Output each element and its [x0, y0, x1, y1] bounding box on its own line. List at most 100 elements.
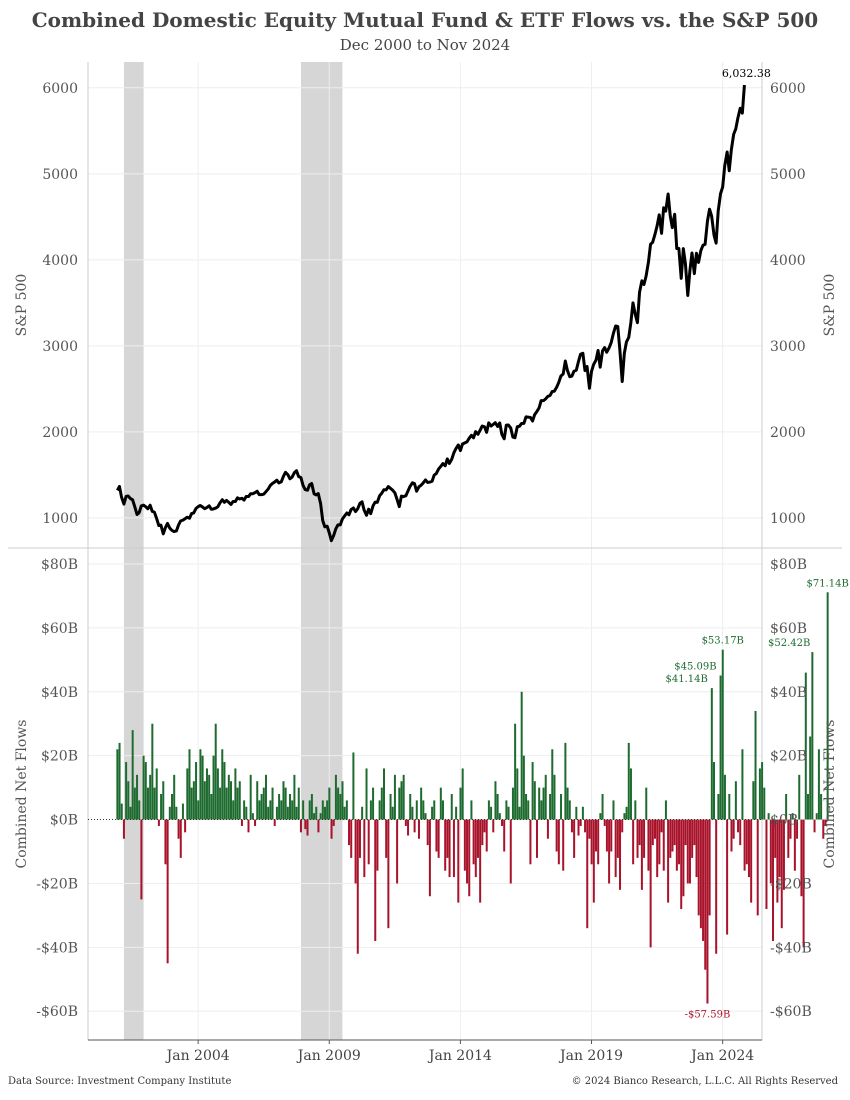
- flow-bar: [254, 819, 257, 826]
- flow-bar: [184, 819, 187, 833]
- flow-bar: [173, 774, 176, 820]
- flow-bar: [155, 768, 158, 820]
- flow-bar: [540, 800, 543, 820]
- flow-bar: [214, 723, 217, 820]
- flow-bar: [251, 813, 254, 820]
- flow-bar: [177, 819, 180, 839]
- flow-bar: [363, 819, 366, 878]
- flow-bar: [391, 806, 394, 820]
- x-tick-label: Jan 2019: [558, 1048, 623, 1064]
- flow-bar: [243, 800, 246, 820]
- flow-bar: [763, 787, 766, 820]
- y-tick-label-right: $40B: [770, 685, 807, 701]
- y-tick-label-left: 5000: [42, 167, 78, 183]
- flow-bar: [275, 806, 278, 820]
- flows-panel: -$57.59B $41.14B$45.09B $53.17B $52.42B $71.…: [88, 578, 849, 1021]
- flow-bar: [190, 787, 193, 820]
- flow-bar: [579, 819, 582, 826]
- flow-bar: [664, 800, 667, 820]
- flow-bar: [645, 787, 648, 820]
- y-tick-label-right: 3000: [770, 339, 806, 355]
- flow-bar: [284, 787, 287, 820]
- flow-bar: [450, 794, 453, 820]
- flow-bar: [378, 800, 381, 820]
- x-tick-label: Jan 2009: [296, 1048, 361, 1064]
- flow-bar: [667, 819, 670, 903]
- flow-bar: [238, 781, 241, 820]
- chart-title: Combined Domestic Equity Mutual Fund & E…: [31, 8, 819, 32]
- flow-bar: [160, 794, 163, 820]
- flow-bar: [162, 781, 165, 820]
- y-tick-label-right: 1000: [770, 511, 806, 527]
- y-tick-label-right: 4000: [770, 253, 806, 269]
- flow-bar: [468, 819, 471, 897]
- flow-bar: [588, 819, 591, 839]
- flow-bar: [514, 723, 517, 820]
- flow-bar: [653, 819, 656, 839]
- flow-bar: [417, 819, 420, 839]
- flow-bar: [431, 806, 434, 820]
- flow-bar: [264, 774, 267, 820]
- flow-bar: [466, 819, 469, 884]
- flow-bar: [328, 787, 331, 820]
- y-tick-label-right: $60B: [770, 621, 807, 637]
- y-tick-label-right: -$40B: [770, 940, 812, 956]
- flow-bar: [747, 819, 750, 878]
- y-axis-title-left: S&P 500: [14, 274, 30, 337]
- flow-bar: [385, 819, 388, 858]
- flow-bar: [542, 787, 545, 820]
- flow-bar: [376, 819, 379, 871]
- flow-value-label: $45.09B: [674, 662, 716, 673]
- flow-bar: [116, 749, 119, 820]
- flow-bar: [175, 806, 178, 820]
- y-tick-label-left: 3000: [42, 339, 78, 355]
- flow-bar: [319, 813, 322, 820]
- flow-bar: [594, 819, 597, 852]
- flow-bar: [815, 813, 818, 820]
- y-tick-label-left: $0B: [50, 813, 78, 829]
- y-tick-label-right: -$60B: [770, 1004, 812, 1020]
- flow-bar: [282, 781, 285, 820]
- flow-bar: [240, 819, 243, 826]
- flow-bar: [341, 781, 344, 820]
- flow-bar: [407, 819, 410, 836]
- flow-bar: [723, 774, 726, 820]
- flow-bar: [610, 819, 613, 852]
- flow-bar: [256, 781, 259, 820]
- flow-bar: [636, 819, 639, 858]
- flow-bar: [225, 787, 228, 820]
- flow-bar: [741, 749, 744, 820]
- flow-bar: [643, 819, 646, 858]
- flow-bar: [348, 819, 351, 846]
- flow-bar: [721, 649, 724, 820]
- flow-bar: [323, 806, 326, 820]
- flow-bar: [334, 774, 337, 820]
- data-source-note: Data Source: Investment Company Institut…: [8, 1076, 232, 1087]
- flow-bar: [782, 819, 785, 890]
- flow-bar: [627, 742, 630, 820]
- flow-bar: [273, 819, 276, 826]
- flow-bar: [435, 819, 438, 852]
- flow-bar: [474, 819, 477, 878]
- flow-bar: [691, 819, 694, 858]
- flow-bar: [518, 806, 521, 820]
- flow-bar: [634, 800, 637, 820]
- flow-bar: [573, 819, 576, 858]
- flow-value-label: -$57.59B: [685, 1010, 731, 1021]
- flow-bar: [710, 688, 713, 820]
- flow-bar: [820, 794, 823, 820]
- flow-bar: [389, 794, 392, 820]
- flow-bar: [426, 819, 429, 846]
- flow-bar: [614, 819, 617, 878]
- y-axis-title-right: Combined Net Flows: [822, 720, 838, 869]
- flow-bar: [262, 787, 265, 820]
- flow-bar: [505, 800, 508, 820]
- flow-bar: [509, 819, 512, 884]
- chart-frame: [8, 62, 842, 1041]
- flow-bar: [531, 762, 534, 820]
- flow-bar: [577, 819, 580, 836]
- flow-bar: [369, 800, 372, 820]
- flow-bar: [487, 800, 490, 820]
- flow-bar: [562, 819, 565, 871]
- flow-bar: [612, 800, 615, 820]
